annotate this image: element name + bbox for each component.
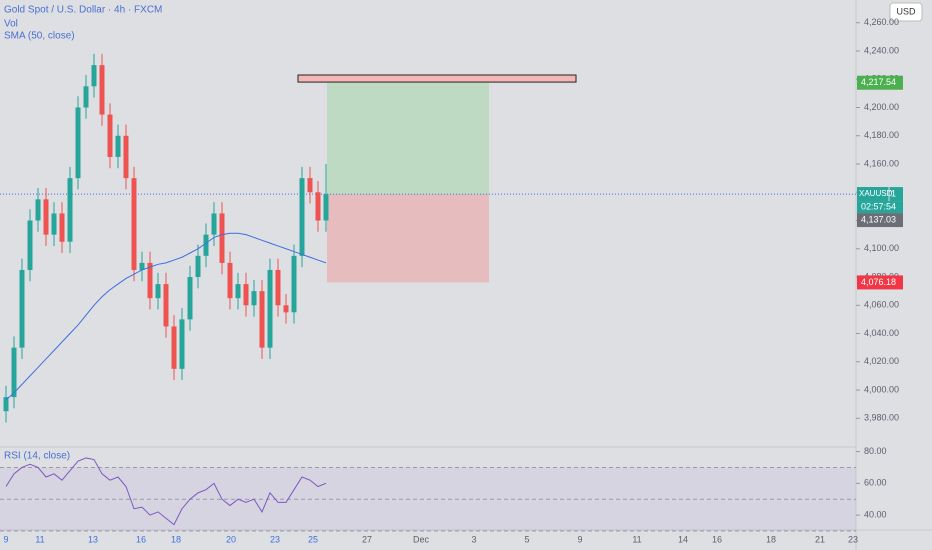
- candle-body: [291, 255, 297, 313]
- stop-label-bg: [857, 275, 903, 290]
- candle-body: [115, 135, 121, 157]
- x-tick-label: 9: [3, 534, 8, 544]
- candle-body: [323, 194, 329, 221]
- y-tick-label: 4,240.00: [864, 45, 899, 55]
- x-tick-label: 25: [308, 534, 318, 544]
- x-tick-label: 21: [815, 534, 825, 544]
- last-close-label: 4,137.03: [861, 214, 896, 224]
- candle-body: [83, 86, 89, 108]
- candle-body: [275, 269, 281, 306]
- y-tick-label: 4,160.00: [864, 158, 899, 168]
- candle-body: [75, 107, 81, 179]
- candle-body: [171, 326, 177, 369]
- candle-body: [203, 234, 209, 256]
- candle-body: [123, 135, 129, 179]
- candle-body: [139, 262, 145, 270]
- x-tick-label: 14: [678, 534, 688, 544]
- sma-line: [5, 232, 327, 401]
- x-tick-label: 27: [362, 534, 372, 544]
- candle-body: [211, 213, 217, 235]
- indicator-label: Vol: [4, 19, 18, 30]
- indicator-label: SMA (50, close): [4, 31, 75, 42]
- y-tick-label: 4,100.00: [864, 243, 899, 253]
- countdown: 02:57:54: [861, 201, 896, 211]
- candle-body: [259, 291, 265, 348]
- candle-body: [195, 255, 201, 278]
- candle-body: [283, 305, 289, 313]
- currency-button[interactable]: [889, 2, 923, 22]
- x-tick-label: Dec: [413, 534, 430, 544]
- x-tick-label: 13: [88, 534, 98, 544]
- last-close-label-bg: [857, 213, 903, 228]
- stop-label: 4,076.18: [861, 277, 896, 287]
- x-tick-label: 18: [766, 534, 776, 544]
- y-tick-label: 4,040.00: [864, 328, 899, 338]
- candle-body: [11, 347, 17, 398]
- stop-zone: [327, 194, 489, 283]
- target-label: 4,217.54: [861, 77, 896, 87]
- candle-body: [35, 199, 41, 221]
- candle-body: [107, 114, 113, 157]
- candle-body: [179, 319, 185, 369]
- candle-body: [227, 262, 233, 299]
- candle-body: [43, 199, 49, 235]
- y-tick-label: 4,260.00: [864, 17, 899, 27]
- candle-body: [51, 213, 57, 235]
- x-tick-label: 11: [35, 534, 44, 544]
- rsi-line: [5, 457, 327, 526]
- rsi-title: RSI (14, close): [4, 451, 70, 462]
- candle-body: [27, 220, 33, 270]
- symbol-bg: [857, 187, 889, 202]
- y-tick-label: 4,180.00: [864, 130, 899, 140]
- x-tick-label: 20: [226, 534, 236, 544]
- countdown-bg: [857, 201, 903, 214]
- candle-body: [3, 397, 9, 412]
- x-tick-label: 11: [632, 534, 641, 544]
- currency: USD: [896, 6, 916, 16]
- candle-body: [163, 284, 169, 327]
- candle-body: [91, 65, 97, 87]
- candle-body: [155, 284, 161, 299]
- x-tick-label: 23: [848, 534, 858, 544]
- y-tick-label: 4,200.00: [864, 102, 899, 112]
- x-tick-label: 5: [524, 534, 529, 544]
- candle-body: [219, 213, 225, 263]
- candle-body: [67, 178, 73, 242]
- rsi-tick-label: 80.00: [864, 446, 887, 456]
- x-tick-label: 3: [471, 534, 476, 544]
- candle-body: [131, 178, 137, 270]
- candle-body: [187, 277, 193, 320]
- x-tick-label: 23: [270, 534, 280, 544]
- candle-body: [307, 178, 313, 193]
- x-tick-label: 16: [136, 534, 146, 544]
- y-tick-label: 4,060.00: [864, 300, 899, 310]
- title: Gold Spot / U.S. Dollar · 4h · FXCM: [4, 5, 162, 16]
- target-label-bg: [857, 75, 903, 90]
- x-tick-label: 18: [171, 534, 181, 544]
- candle-body: [267, 269, 273, 348]
- candle-body: [19, 269, 25, 348]
- rsi-tick-label: 40.00: [864, 509, 887, 519]
- x-tick-label: 9: [577, 534, 582, 544]
- candle-body: [315, 192, 321, 221]
- target-zone: [327, 82, 489, 195]
- y-tick-label: 3,980.00: [864, 413, 899, 423]
- candle-body: [251, 291, 257, 306]
- x-tick-label: 16: [712, 534, 722, 544]
- y-tick-label: 4,020.00: [864, 356, 899, 366]
- candle-body: [235, 284, 241, 299]
- candle-body: [243, 284, 249, 306]
- candle-body: [299, 178, 305, 256]
- candle-body: [99, 65, 105, 115]
- candle-body: [147, 262, 153, 299]
- y-tick-label: 4,000.00: [864, 384, 899, 394]
- rsi-tick-label: 60.00: [864, 478, 887, 488]
- candle-body: [59, 213, 65, 242]
- symbol: XAUUSD: [859, 189, 893, 198]
- zone: [297, 74, 577, 83]
